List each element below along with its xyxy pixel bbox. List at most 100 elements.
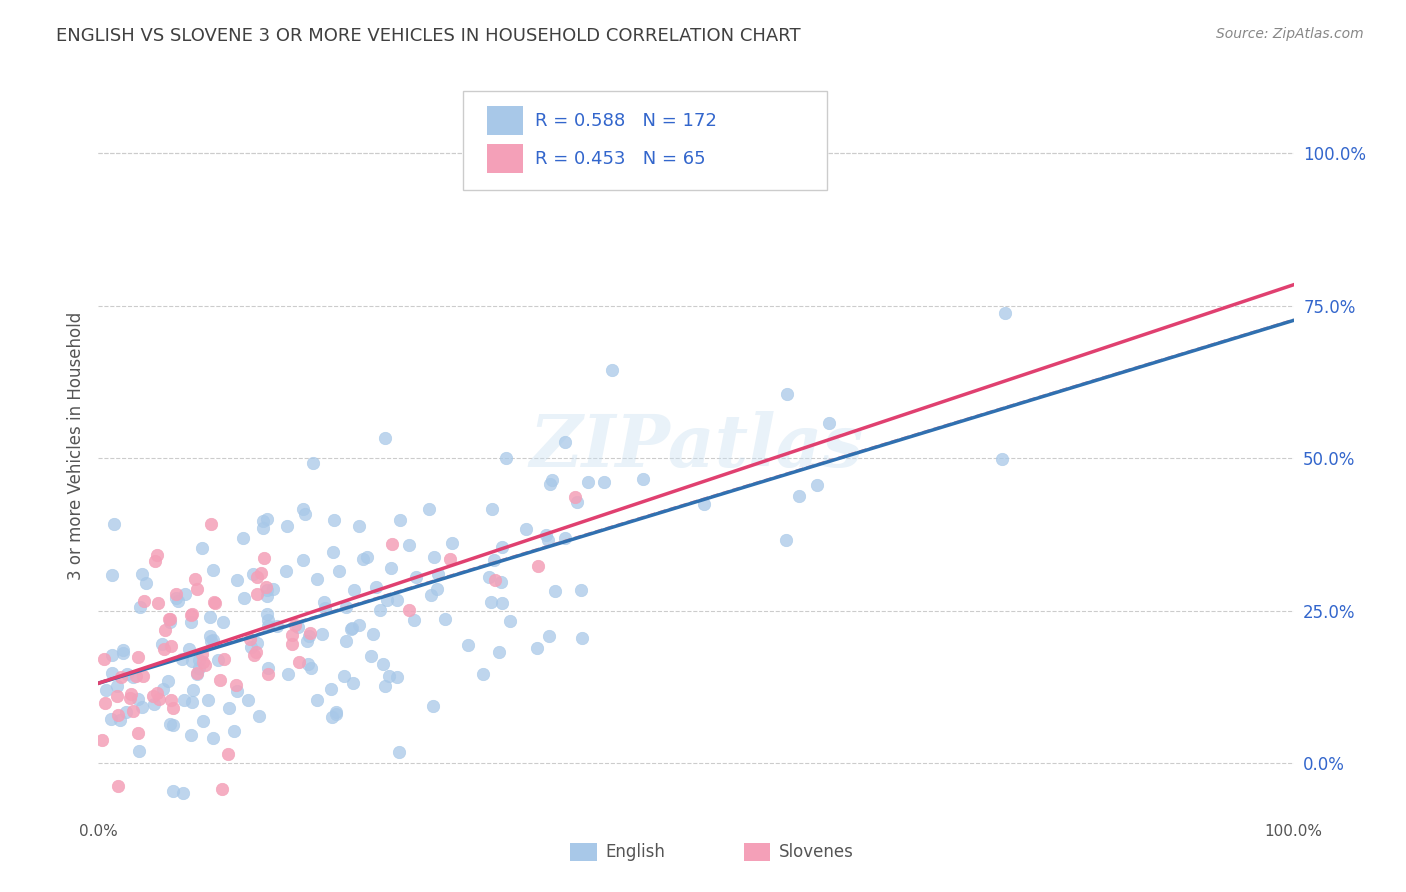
Point [198, 629, 221, 643]
Point [257, 613, 280, 627]
Point [103, 517, 125, 532]
Point [160, 693, 183, 707]
Point [347, 618, 370, 632]
Point [245, 645, 267, 659]
Point [180, 608, 202, 623]
Point [121, 704, 143, 718]
Point [186, 582, 208, 596]
Point [152, 682, 174, 697]
Point [127, 692, 149, 706]
FancyBboxPatch shape [463, 91, 827, 190]
Point [256, 619, 278, 633]
Point [352, 551, 374, 566]
Point [165, 591, 187, 605]
Point [101, 666, 124, 681]
Point [191, 655, 214, 669]
Point [143, 698, 166, 712]
Point [115, 667, 138, 681]
Text: Source: ZipAtlas.com: Source: ZipAtlas.com [1216, 27, 1364, 41]
Point [91, 733, 114, 747]
Point [335, 634, 357, 648]
Point [472, 667, 495, 681]
Point [194, 658, 217, 673]
Point [225, 684, 247, 698]
Point [544, 583, 567, 598]
Point [388, 745, 411, 759]
Point [232, 532, 254, 546]
Point [131, 700, 153, 714]
Point [375, 593, 398, 607]
Point [280, 637, 302, 651]
Point [252, 514, 274, 528]
Point [131, 669, 153, 683]
Point [108, 713, 131, 727]
Point [146, 549, 169, 563]
Point [592, 475, 614, 490]
Point [207, 653, 229, 667]
Point [356, 550, 378, 565]
Text: ENGLISH VS SLOVENE 3 OR MORE VEHICLES IN HOUSEHOLD CORRELATION CHART: ENGLISH VS SLOVENE 3 OR MORE VEHICLES IN… [56, 27, 801, 45]
Point [134, 594, 156, 608]
Point [125, 669, 148, 683]
Point [564, 490, 586, 504]
Point [177, 641, 200, 656]
Point [128, 600, 150, 615]
Point [200, 609, 222, 624]
Point [217, 747, 239, 762]
Text: R = 0.453   N = 65: R = 0.453 N = 65 [534, 150, 706, 168]
Point [576, 475, 599, 490]
Point [775, 533, 797, 548]
Point [534, 527, 557, 541]
Point [527, 559, 550, 574]
Point [554, 532, 576, 546]
Point [398, 537, 420, 551]
Point [208, 673, 231, 688]
Point [174, 587, 197, 601]
Point [274, 564, 297, 578]
FancyBboxPatch shape [744, 843, 770, 861]
Point [457, 639, 479, 653]
Point [246, 636, 269, 650]
Point [600, 363, 623, 377]
Point [212, 652, 235, 666]
Point [115, 706, 138, 720]
Point [250, 566, 273, 580]
Point [349, 518, 371, 533]
Point [439, 552, 461, 566]
Point [385, 592, 408, 607]
Point [554, 434, 576, 449]
Point [256, 589, 278, 603]
Text: 0.0%: 0.0% [79, 824, 118, 838]
FancyBboxPatch shape [571, 843, 596, 861]
Point [479, 595, 502, 609]
Point [441, 536, 464, 550]
Point [243, 648, 266, 662]
Point [288, 655, 311, 669]
Point [361, 627, 384, 641]
Point [159, 640, 181, 654]
Point [325, 707, 347, 722]
Point [202, 632, 225, 647]
Point [236, 693, 259, 707]
Point [281, 628, 304, 642]
Point [256, 582, 278, 597]
Point [110, 670, 132, 684]
Point [93, 652, 115, 666]
Point [322, 513, 344, 527]
Point [155, 623, 177, 637]
Point [422, 698, 444, 713]
Point [477, 570, 499, 584]
Point [276, 518, 298, 533]
Point [211, 615, 233, 629]
Text: ZIPatlas: ZIPatlas [529, 410, 863, 482]
Point [389, 513, 412, 527]
Point [159, 615, 181, 630]
Point [180, 695, 202, 709]
Point [374, 679, 396, 693]
Point [787, 489, 810, 503]
Point [302, 456, 325, 470]
Point [186, 666, 208, 681]
Point [188, 653, 211, 667]
Point [240, 640, 263, 654]
Point [537, 533, 560, 547]
